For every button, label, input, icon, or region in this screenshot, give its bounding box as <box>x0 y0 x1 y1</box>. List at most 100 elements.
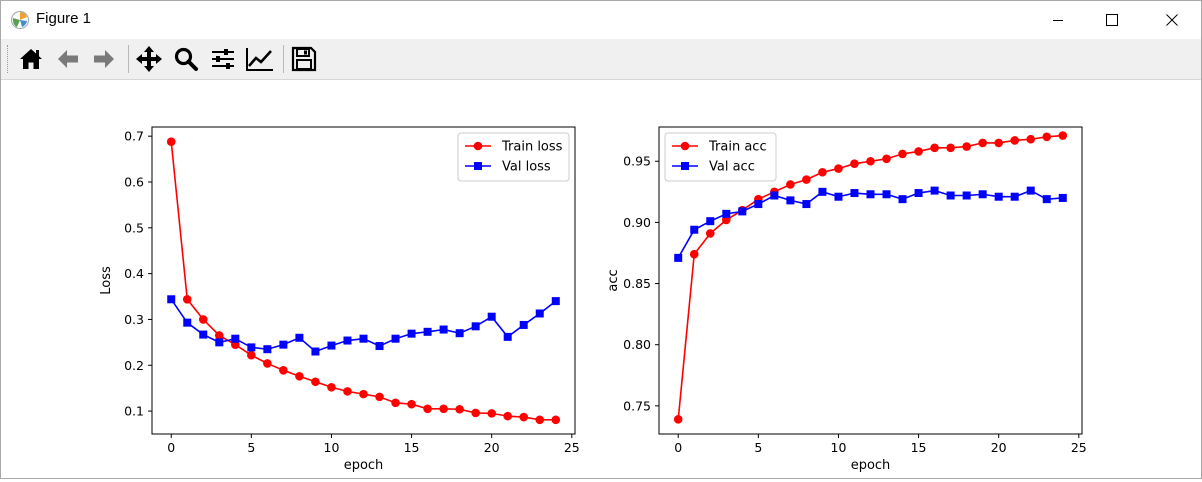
minimize-button[interactable] <box>1035 1 1081 39</box>
y-tick-label: 0.95 <box>623 154 651 169</box>
legend-entry: Train loss <box>501 140 563 155</box>
back-button[interactable] <box>51 42 85 76</box>
data-point <box>978 190 987 199</box>
legend-entry: Val acc <box>709 160 755 175</box>
data-point <box>994 192 1003 201</box>
home-icon <box>20 49 42 69</box>
series-line-0 <box>170 141 556 421</box>
data-point <box>166 137 176 146</box>
data-point <box>423 327 432 336</box>
data-point <box>690 225 699 234</box>
data-point <box>535 415 545 425</box>
data-point <box>455 404 464 414</box>
zoom-button[interactable] <box>169 42 203 76</box>
data-point <box>850 189 859 198</box>
data-point <box>1042 132 1052 142</box>
data-point <box>487 312 496 321</box>
data-point <box>503 411 513 421</box>
legend: Train acc Val acc <box>664 132 777 182</box>
y-tick-label: 0.3 <box>124 312 144 327</box>
data-point <box>327 382 336 392</box>
y-tick-label: 0.6 <box>124 174 144 189</box>
edit-axes-button[interactable] <box>243 42 277 76</box>
save-button[interactable] <box>287 42 321 76</box>
home-button[interactable] <box>14 42 48 76</box>
data-point <box>295 333 304 342</box>
x-axis-label: epoch <box>344 458 384 473</box>
back-arrow-icon <box>58 50 78 68</box>
data-point <box>535 309 544 318</box>
data-point <box>962 191 971 200</box>
data-point <box>167 295 176 304</box>
maximize-button[interactable] <box>1089 1 1135 39</box>
minimize-icon <box>1053 20 1063 21</box>
data-point <box>818 167 827 177</box>
save-icon <box>291 46 317 72</box>
data-point <box>866 156 875 166</box>
data-point <box>914 189 923 198</box>
data-point <box>850 159 859 168</box>
data-point <box>343 387 352 396</box>
data-point <box>199 330 208 339</box>
legend-marker <box>473 141 483 151</box>
data-point <box>754 200 763 209</box>
maximize-icon <box>1106 14 1118 26</box>
forward-arrow-icon <box>94 50 114 68</box>
data-point <box>1010 192 1019 201</box>
x-tick-label: 5 <box>754 440 762 455</box>
data-point <box>279 340 288 349</box>
forward-button[interactable] <box>87 42 121 76</box>
data-point <box>295 371 304 381</box>
data-point <box>786 196 795 205</box>
toolbar-separator <box>283 45 284 73</box>
legend-marker <box>474 162 482 170</box>
data-point <box>279 366 288 375</box>
close-icon <box>1166 14 1178 26</box>
legend-entry: Val loss <box>502 160 551 175</box>
pan-button[interactable] <box>132 42 166 76</box>
x-tick-label: 10 <box>831 440 847 455</box>
data-point <box>786 180 795 189</box>
pan-icon <box>136 46 162 72</box>
data-point <box>882 190 891 199</box>
data-point <box>946 191 955 200</box>
data-point <box>930 186 939 195</box>
x-tick-label: 0 <box>674 440 682 455</box>
figure-canvas[interactable]: 0 5 10 15 20 25 0.1 0.2 0.3 0.4 0.5 0.6 0.7 epoch Loss… <box>1 80 1201 478</box>
data-point <box>519 320 528 329</box>
figure-svg: 0 5 10 15 20 25 0.1 0.2 0.3 0.4 0.5 0.6 0.7 epoch Loss… <box>99 126 1087 473</box>
data-point <box>946 143 955 153</box>
subplots-config-icon <box>212 49 234 69</box>
y-tick-label: 0.80 <box>623 337 651 352</box>
x-tick-label: 25 <box>1071 440 1087 455</box>
legend-marker <box>680 141 690 151</box>
data-point <box>439 325 448 334</box>
y-tick-label: 0.7 <box>124 129 144 144</box>
data-point <box>689 249 699 259</box>
data-point <box>471 322 480 331</box>
data-point <box>673 415 683 424</box>
data-point <box>439 404 448 414</box>
toolbar-separator <box>128 45 129 73</box>
data-point <box>423 404 432 414</box>
x-tick-label: 10 <box>324 440 340 455</box>
toolbar-grip <box>7 45 10 73</box>
x-tick-label: 15 <box>911 440 927 455</box>
data-point <box>738 207 747 216</box>
data-point <box>231 334 240 343</box>
data-point <box>914 147 923 156</box>
data-point <box>802 175 811 184</box>
data-point <box>994 138 1003 148</box>
subplots-config-button[interactable] <box>206 42 240 76</box>
x-tick-label: 25 <box>564 440 580 455</box>
data-point <box>882 154 891 164</box>
series-line-1 <box>170 298 557 353</box>
matplotlib-app-icon <box>11 11 29 29</box>
zoom-icon <box>174 47 198 71</box>
series-line-1 <box>677 189 1063 259</box>
data-point <box>215 338 224 347</box>
data-point <box>898 149 907 159</box>
close-button[interactable] <box>1149 1 1195 39</box>
data-point <box>1010 136 1020 145</box>
